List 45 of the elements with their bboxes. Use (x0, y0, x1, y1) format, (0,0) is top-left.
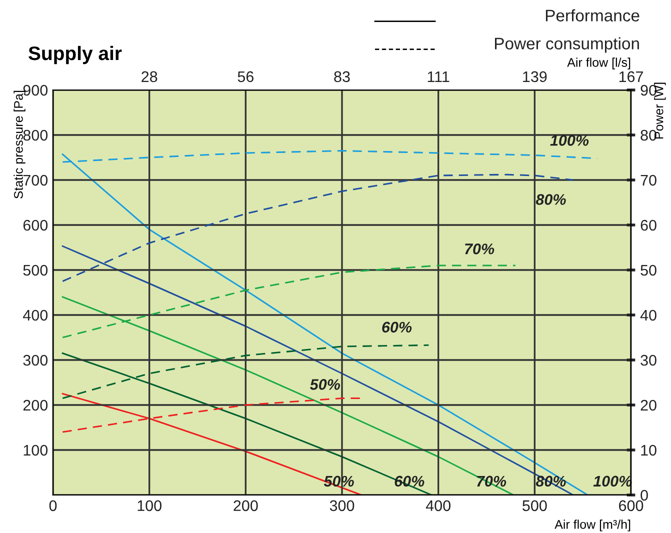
series-label: 60% (382, 322, 412, 333)
line-series (62, 392, 362, 495)
y2-tick-label: 70 (640, 174, 656, 186)
series-label: 80% (536, 194, 566, 205)
x2-tick-label: 111 (428, 71, 450, 82)
text: Power consumption (495, 37, 639, 53)
y2-tick-label: 10 (641, 444, 656, 456)
x-tick-label: 300 (330, 500, 354, 512)
y-axis-title: Static pressure [Pa] (14, 90, 26, 198)
y-tick-label: 300 (23, 354, 48, 366)
x-tick-label: 100 (138, 500, 162, 512)
x-tick-label: 600 (619, 500, 644, 512)
x-tick-label: 400 (426, 500, 450, 512)
x-tick-label: 200 (234, 500, 258, 512)
x2-axis-title: Air flow [l/s] (567, 58, 630, 70)
y2-tick-label: 60 (640, 220, 656, 231)
x-axis-title: Air flow [m³/h] (554, 520, 630, 532)
y2-tick-label: 40 (640, 310, 656, 321)
y-tick-label: 600 (23, 220, 48, 231)
x-tick-label: 500 (522, 500, 547, 512)
series-label: 50% (310, 379, 340, 390)
y-tick-label: 500 (23, 264, 48, 276)
y2-tick-label: 20 (640, 400, 656, 411)
series-label: 70% (465, 244, 494, 254)
chart-title: Supply air (28, 46, 122, 64)
x2-tick-label: 139 (523, 71, 547, 82)
y2-tick-label: 50 (640, 264, 656, 276)
y2-tick-label: 90 (640, 84, 656, 96)
y2-tick-label: 30 (640, 354, 656, 366)
y-tick-label: 200 (23, 400, 48, 411)
y2-axis-title: Power [W] (654, 82, 666, 139)
y-tick-label: 400 (23, 310, 48, 321)
text: Performance (546, 9, 640, 22)
x2-tick-label: 28 (142, 71, 158, 82)
series-label: 100% (550, 135, 589, 146)
x-tick-label: 0 (49, 500, 57, 512)
y2-tick-label: 80 (640, 130, 656, 141)
y-tick-label: 100 (24, 444, 48, 456)
y-tick-label: 900 (23, 84, 48, 96)
x2-tick-label: 83 (334, 71, 350, 82)
y-tick-label: 800 (23, 130, 48, 141)
x2-tick-label: 167 (619, 71, 643, 82)
y-tick-label: 700 (23, 174, 48, 186)
x2-tick-label: 56 (238, 71, 254, 82)
y2-tick-label: 0 (640, 490, 648, 501)
